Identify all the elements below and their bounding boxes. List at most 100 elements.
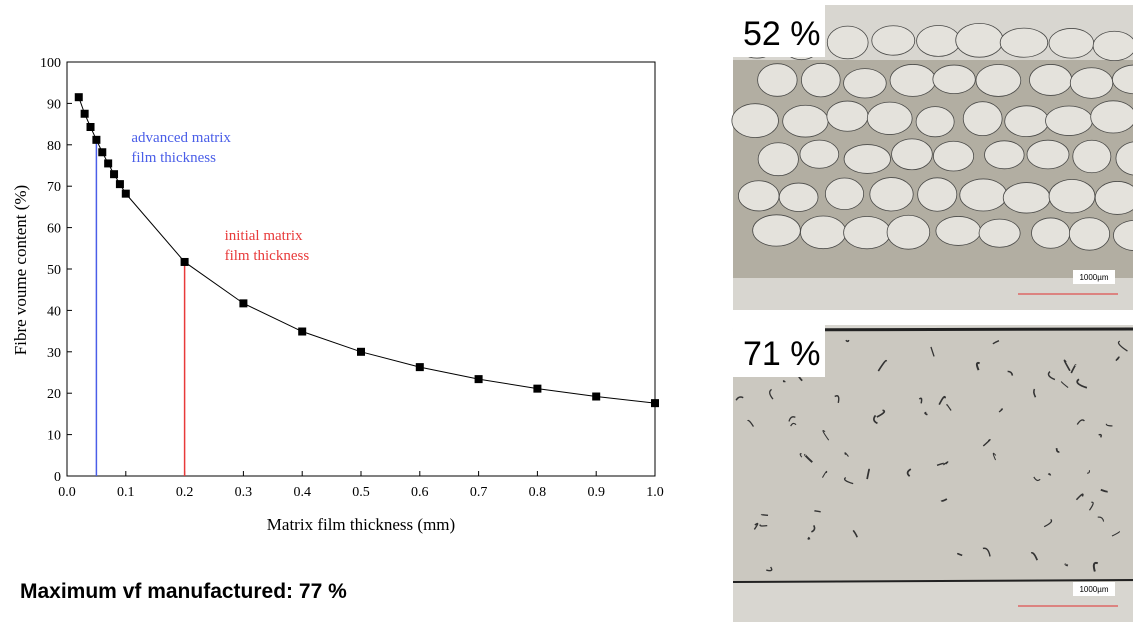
fibre-bundle: [1046, 106, 1093, 136]
x-axis-label: Matrix film thickness (mm): [267, 515, 455, 534]
fibre-bundle: [933, 141, 973, 171]
fibre-bundle: [956, 23, 1003, 57]
fibre-bundle: [801, 63, 840, 97]
data-point: [416, 363, 424, 371]
data-point: [357, 348, 365, 356]
fibre-bundle: [936, 216, 981, 245]
y-tick-label: 70: [47, 180, 61, 195]
data-point: [122, 190, 130, 198]
fibre-bundle: [779, 183, 818, 211]
fibre-bundle: [979, 219, 1020, 247]
page: Matrix film thickness (mm) Fibre voume c…: [0, 0, 1133, 622]
data-point: [104, 159, 112, 167]
chart: Matrix film thickness (mm) Fibre voume c…: [0, 0, 700, 622]
footer-note: Maximum vf manufactured: 77 %: [20, 580, 347, 603]
fibre-bundle: [892, 139, 933, 170]
plot-frame: [67, 62, 655, 476]
fibre-bundle: [1027, 140, 1069, 169]
fibre-bundle: [1070, 68, 1113, 99]
y-axis-label: Fibre voume content (%): [11, 185, 30, 355]
scale-label: 1000µm: [1079, 273, 1108, 282]
data-point: [81, 110, 89, 118]
x-tick-label: 0.7: [470, 485, 488, 500]
x-tick-label: 0.5: [352, 485, 370, 500]
fibre-bundle: [844, 216, 891, 248]
fibre-bundle: [1073, 140, 1111, 173]
x-tick-label: 0.9: [587, 485, 605, 500]
y-tick-label: 0: [54, 470, 61, 485]
fibre-bundle: [916, 107, 954, 137]
fibre-bundle: [800, 140, 839, 168]
x-tick-label: 0.6: [411, 485, 429, 500]
data-point: [87, 123, 95, 131]
data-point: [92, 136, 100, 144]
fibre-bundle: [844, 69, 887, 98]
marker-label: film thickness: [225, 248, 310, 264]
fibre-bundle: [1003, 183, 1050, 213]
void: [815, 511, 821, 512]
fibre-bundle: [872, 26, 915, 55]
marker-label: film thickness: [131, 150, 216, 166]
fibre-bundle: [1091, 101, 1133, 133]
fibre-bundle: [783, 105, 828, 137]
data-point: [651, 399, 659, 407]
fibre-bundle: [1049, 179, 1095, 212]
data-point: [116, 180, 124, 188]
scale-label: 1000µm: [1079, 585, 1108, 594]
x-tick-label: 1.0: [646, 485, 664, 500]
y-tick-label: 40: [47, 304, 61, 319]
fibre-bundle: [827, 101, 868, 131]
fibre-bundle: [867, 102, 912, 134]
micrograph-label: 52 %: [743, 15, 821, 53]
fibre-bundle: [758, 143, 798, 176]
fibre-bundle: [960, 179, 1007, 211]
y-tick-label: 80: [47, 139, 61, 154]
fibre-bundle: [1000, 28, 1048, 57]
x-tick-label: 0.0: [58, 485, 76, 500]
micrographs: 52 % 1000µm 71 % 1000µm: [723, 0, 1133, 622]
data-point: [75, 93, 83, 101]
fibre-bundle: [753, 215, 801, 246]
fibre-bundle: [1005, 106, 1049, 137]
micrograph-label: 71 %: [743, 335, 821, 373]
fibre-bundle: [1093, 31, 1133, 60]
data-point: [533, 385, 541, 393]
x-tick-label: 0.1: [117, 485, 135, 500]
fibre-bundle: [963, 102, 1002, 136]
fibre-bundle: [1029, 64, 1071, 95]
fibre-bundle: [844, 145, 890, 174]
fibre-bundle: [870, 178, 913, 211]
data-point: [298, 328, 306, 336]
fibre-bundle: [976, 65, 1021, 97]
fibre-bundle: [890, 64, 936, 96]
fibre-bundle: [917, 25, 961, 56]
y-tick-label: 100: [40, 56, 61, 71]
x-tick-label: 0.2: [176, 485, 194, 500]
fibre-bundle: [933, 65, 976, 94]
marker-label: initial matrix: [225, 228, 303, 244]
marker-label: advanced matrix: [131, 130, 231, 146]
data-point: [475, 375, 483, 383]
data-point: [98, 148, 106, 156]
x-tick-label: 0.8: [529, 485, 547, 500]
y-tick-label: 10: [47, 429, 61, 444]
fibre-bundle: [800, 216, 846, 249]
data-point: [110, 170, 118, 178]
x-tick-label: 0.3: [235, 485, 253, 500]
fibre-bundle: [738, 181, 779, 211]
y-tick-label: 50: [47, 263, 61, 278]
y-tick-label: 30: [47, 346, 61, 361]
fibre-bundle: [1069, 218, 1109, 250]
x-tick-label: 0.4: [293, 485, 311, 500]
fibre-bundle: [827, 26, 868, 59]
fibre-bundle: [732, 104, 779, 138]
fibre-bundle: [887, 215, 930, 249]
fibre-bundle: [1049, 28, 1094, 58]
fibre-bundle: [825, 178, 863, 210]
data-point: [239, 299, 247, 307]
y-tick-label: 20: [47, 387, 61, 402]
fibre-bundle: [985, 141, 1025, 169]
y-tick-label: 60: [47, 222, 61, 237]
data-point: [181, 258, 189, 266]
y-tick-label: 90: [47, 97, 61, 112]
